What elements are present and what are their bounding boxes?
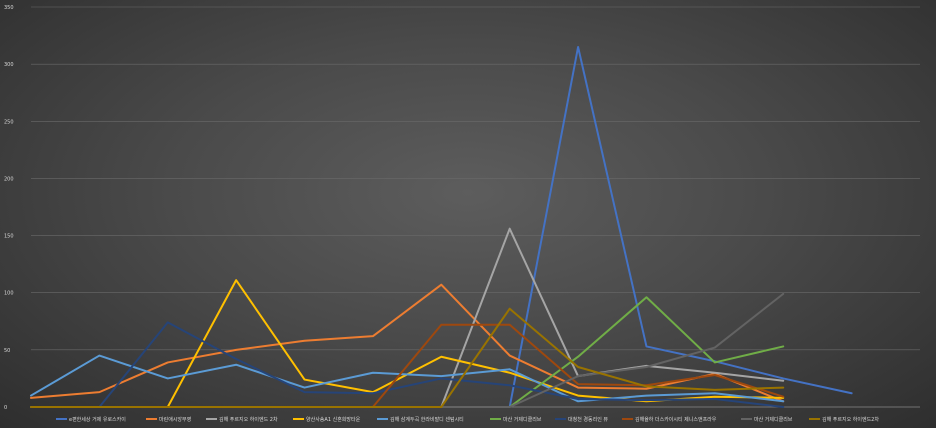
legend-item: 마산 거제디클리브 (741, 416, 793, 423)
series-line (30, 307, 785, 408)
series-line (30, 354, 785, 403)
legend-item: 김해 삼계두곡 한라비발디 센텀시티 (377, 416, 464, 423)
legend-item: 대청천 경동리인 뷰 (555, 416, 608, 423)
legend-label: 마린애시앙부영 (159, 416, 191, 423)
y-tick-label: 150 (4, 234, 14, 240)
series-line (30, 227, 785, 408)
series-line (30, 321, 785, 408)
legend-label: e편한세상 거제 유로스카이 (69, 416, 126, 423)
series-line (30, 46, 853, 408)
series-6 (30, 321, 785, 408)
series-2 (30, 227, 785, 408)
y-tick-label: 350 (4, 5, 14, 11)
legend-label: 김해 푸르지오 하이엔드 2차 (219, 416, 278, 423)
series-0 (30, 46, 853, 408)
grid-layer (31, 6, 920, 351)
legend-item: 마린애시앙부영 (146, 416, 191, 423)
legend-item: 김해 푸르지오 하이엔드 2차 (206, 416, 278, 423)
legend: e편한세상 거제 유로스카이 마린애시앙부영 김해 푸르지오 하이엔드 2차 양산사송… (56, 416, 879, 423)
legend-label: 대청천 경동리인 뷰 (568, 416, 608, 423)
legend-item: e편한세상 거제 유로스카이 (56, 416, 126, 423)
y-tick-label: 250 (4, 119, 14, 125)
legend-label: 마산 거제디클리브 (754, 416, 793, 423)
series-1 (30, 283, 785, 403)
y-tick-label: 300 (4, 62, 14, 68)
legend-label: 김해 삼계두곡 한라비발디 센텀시티 (390, 416, 464, 423)
legend-item: 마산 거제디클리브 (490, 416, 542, 423)
y-tick-label: 0 (4, 405, 7, 411)
y-tick-label: 50 (4, 348, 10, 354)
series-9 (30, 307, 785, 408)
legend-label: 김해 푸르지오 하이엔드2차 (822, 416, 879, 423)
legend-item: 양산사송A1 신혼희망타운 (293, 416, 361, 423)
y-tick-label: 100 (4, 291, 14, 297)
series-4 (30, 354, 785, 403)
y-tick-label: 200 (4, 176, 14, 182)
series-line (30, 283, 785, 403)
legend-item: 김해율하 더스카이시티 제니스앤프라우 (622, 416, 717, 423)
legend-label: 김해율하 더스카이시티 제니스앤프라우 (635, 416, 717, 423)
legend-label: 양산사송A1 신혼희망타운 (306, 416, 361, 423)
series-layer (30, 46, 853, 408)
legend-item: 김해 푸르지오 하이엔드2차 (809, 416, 879, 423)
legend-label: 마산 거제디클리브 (503, 416, 542, 423)
